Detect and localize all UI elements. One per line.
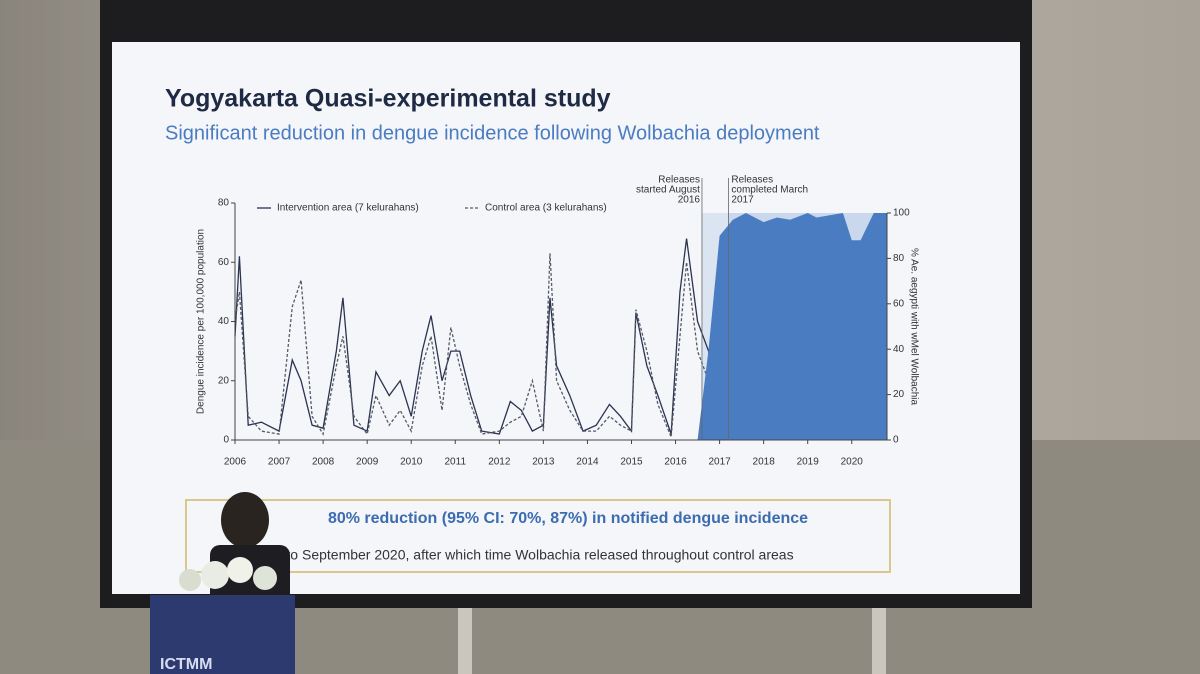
chart: 0 20 40 60 80 0 20 40 60 80 100 2006 2007 2008 2009 201… [196, 175, 920, 468]
y-tick-label: 80 [218, 198, 230, 209]
podium-label: ICTMM [160, 656, 212, 673]
y2-tick-label: 100 [893, 208, 910, 219]
x-tick-label: 2007 [268, 457, 291, 468]
y2-axis-label: % Ae. aegypti with wMel Wolbachia [908, 248, 919, 406]
summary-note: to September 2020, after which time Wolb… [286, 547, 793, 563]
y-tick-label: 0 [223, 435, 229, 446]
slide-subtitle: Significant reduction in dengue incidenc… [165, 122, 820, 144]
x-tick-label: 2017 [708, 457, 731, 468]
speaker [150, 492, 295, 674]
y2-tick-label: 20 [893, 389, 905, 400]
summary-headline: 80% reduction (95% CI: 70%, 87%) in noti… [328, 510, 808, 527]
summary-box [185, 499, 891, 573]
x-tick-label: 2015 [620, 457, 643, 468]
x-tick-label: 2006 [224, 457, 247, 468]
y-axis-label: Dengue incidence per 100,000 population [196, 229, 207, 414]
annotation-text: completed March [731, 185, 808, 196]
annotation-text: Releases [731, 175, 773, 186]
x-tick-label: 2013 [532, 457, 555, 468]
series-line [234, 253, 888, 438]
x-tick-label: 2014 [576, 457, 599, 468]
x-tick-label: 2019 [797, 457, 820, 468]
wolbachia-area [697, 213, 887, 440]
y-tick-label: 20 [218, 375, 230, 386]
x-tick-label: 2010 [400, 457, 423, 468]
x-tick-label: 2016 [664, 457, 687, 468]
y2-tick-label: 60 [893, 298, 905, 309]
annotation-text: 2017 [731, 195, 754, 206]
x-tick-label: 2008 [312, 457, 335, 468]
legend-label: Control area (3 kelurahans) [485, 203, 607, 214]
stand [458, 608, 472, 674]
y2-tick-label: 40 [893, 344, 905, 355]
slide-title: Yogyakarta Quasi-experimental study [165, 85, 611, 113]
annotation-text: 2016 [678, 195, 701, 206]
y-tick-label: 40 [218, 316, 230, 327]
x-tick-label: 2009 [356, 457, 379, 468]
x-tick-label: 2012 [488, 457, 511, 468]
x-tick-label: 2018 [753, 457, 776, 468]
y-tick-label: 60 [218, 257, 230, 268]
stand [872, 608, 886, 674]
y2-tick-label: 80 [893, 253, 905, 264]
legend-label: Intervention area (7 kelurahans) [277, 203, 419, 214]
y2-tick-label: 0 [893, 435, 899, 446]
annotation-text: Releases [658, 175, 700, 186]
annotation-text: started August [636, 185, 700, 196]
x-tick-label: 2020 [841, 457, 864, 468]
x-tick-label: 2011 [445, 457, 467, 468]
